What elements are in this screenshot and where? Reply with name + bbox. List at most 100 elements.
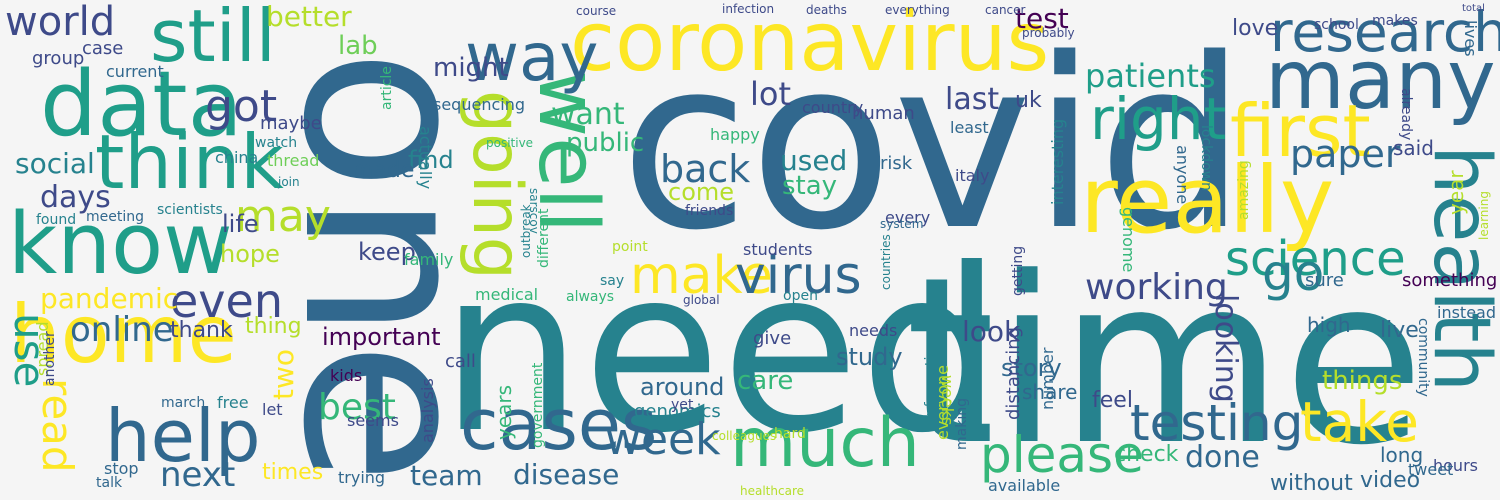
- word-sure: sure: [1305, 270, 1344, 291]
- word-least: least: [950, 118, 989, 137]
- word-week: week: [605, 414, 721, 465]
- word-hard: hard: [774, 426, 806, 442]
- word-make: make: [630, 246, 773, 306]
- word-genomics: genomics: [634, 401, 721, 422]
- word-high: high: [1307, 313, 1351, 337]
- word-deaths: deaths: [806, 3, 847, 17]
- word-needs: needs: [849, 321, 898, 340]
- word-country: country: [802, 98, 864, 117]
- word-community: community: [1415, 318, 1431, 397]
- word-life: life: [222, 210, 259, 238]
- word-total: total: [1462, 3, 1485, 14]
- word-meeting: meeting: [86, 209, 145, 225]
- word-global: global: [683, 293, 720, 307]
- word-march: march: [161, 395, 206, 411]
- word-virus: virus: [735, 246, 862, 306]
- word-tweet: tweet: [1408, 460, 1454, 479]
- word-help: help: [105, 394, 261, 478]
- word-learning: learning: [1477, 191, 1491, 240]
- word-better: better: [266, 0, 352, 33]
- word-used: used: [780, 144, 848, 177]
- word-video: video: [1360, 468, 1421, 493]
- word-medical: medical: [475, 285, 539, 304]
- word-colleagues: colleagues: [712, 429, 777, 443]
- word-actually: actually: [416, 126, 435, 190]
- word-stop: stop: [104, 459, 139, 478]
- word-available: available: [988, 476, 1061, 495]
- word-year: year: [1444, 170, 1468, 215]
- word-even: even: [170, 274, 283, 328]
- word-keep: keep: [358, 238, 416, 266]
- word-last: last: [945, 82, 1000, 117]
- word-hours: hours: [1433, 456, 1478, 475]
- word-genome: genome: [1119, 207, 1138, 273]
- word-back: back: [660, 147, 751, 191]
- word-covid: covid: [620, 9, 1247, 282]
- word-call: call: [445, 351, 476, 372]
- word-done: done: [1185, 440, 1260, 475]
- word-maybe: maybe: [260, 113, 322, 134]
- word-course: course: [576, 4, 617, 18]
- word-research: research: [1270, 0, 1500, 64]
- word-think: think: [95, 118, 284, 206]
- word-important: important: [322, 323, 441, 351]
- word-time: time: [905, 229, 1425, 496]
- word-cases: cases: [460, 384, 658, 466]
- word-always: always: [566, 289, 615, 305]
- word-talk: talk: [96, 475, 123, 491]
- word-feel: feel: [1092, 388, 1133, 413]
- word-really: really: [1080, 147, 1335, 254]
- word-right: right: [1090, 85, 1227, 153]
- word-italy: italy: [955, 166, 990, 185]
- word-watch: watch: [255, 135, 298, 151]
- word-another: another: [42, 331, 58, 386]
- word-thread: thread: [267, 151, 320, 170]
- word-things: things: [1322, 366, 1403, 396]
- word-article: article: [379, 66, 395, 110]
- word-got: got: [205, 81, 278, 132]
- word-risk: risk: [880, 153, 913, 174]
- word-lockdown: lockdown: [1198, 125, 1214, 192]
- word-said: said: [1393, 136, 1434, 160]
- word-times: times: [262, 460, 324, 485]
- word-test: test: [1015, 2, 1069, 35]
- word-probably: probably: [1022, 26, 1075, 40]
- word-social: social: [15, 147, 95, 180]
- word-distancing: distancing: [1003, 326, 1024, 420]
- word-made: made: [352, 158, 415, 183]
- word-infection: infection: [722, 2, 775, 16]
- word-public: public: [566, 128, 645, 158]
- word-without: without: [1270, 471, 1353, 496]
- word-human: human: [852, 103, 915, 124]
- word-countries: countries: [879, 234, 893, 290]
- word-scientists: scientists: [157, 202, 223, 218]
- word-lot: lot: [750, 75, 792, 113]
- word-thing: thing: [245, 314, 302, 339]
- word-know: know: [8, 195, 233, 294]
- word-say: say: [600, 273, 625, 289]
- word-many: many: [1265, 33, 1496, 128]
- word-please: please: [980, 426, 1144, 484]
- word-sarscov: sarscov: [527, 188, 541, 234]
- word-looking: looking: [1208, 294, 1243, 403]
- word-story: story: [1001, 354, 1062, 382]
- word-days: days: [40, 180, 111, 215]
- word-care: care: [737, 366, 794, 396]
- word-first: first: [1230, 89, 1371, 173]
- word-kids: kids: [330, 366, 363, 385]
- word-take: take: [1300, 390, 1419, 454]
- word-around: around: [640, 373, 725, 401]
- word-testing: testing: [1130, 394, 1304, 452]
- word-share: share: [1022, 380, 1078, 404]
- word-yet: yet: [671, 397, 694, 413]
- word-makes: makes: [1372, 13, 1418, 29]
- word-instead: instead: [1437, 303, 1496, 322]
- word-home: home: [10, 288, 237, 381]
- word-already: already: [1398, 88, 1414, 141]
- word-best: best: [318, 387, 396, 428]
- word-patients: patients: [1085, 57, 1216, 95]
- word-need: need: [440, 221, 1003, 483]
- word-thank: thank: [170, 318, 233, 343]
- word-case: case: [82, 38, 124, 59]
